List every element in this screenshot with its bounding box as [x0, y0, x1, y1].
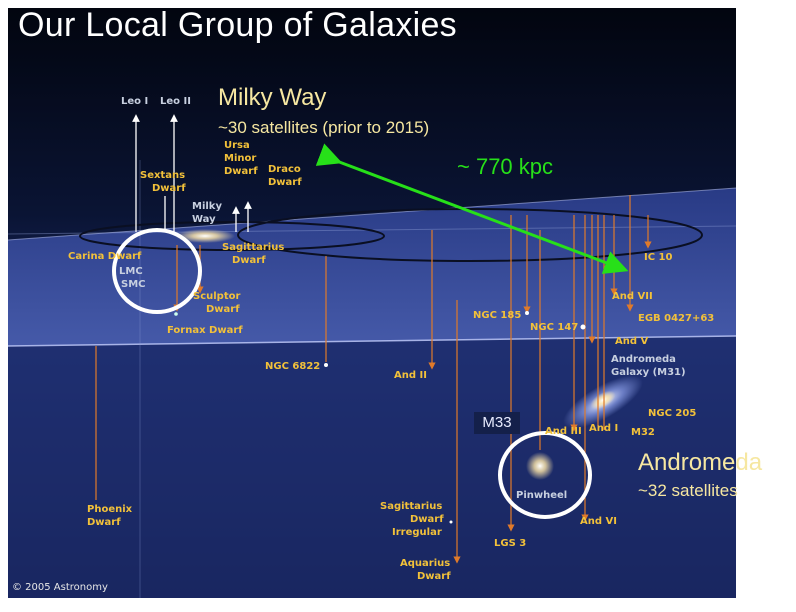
pinwheel-galaxy — [526, 452, 554, 480]
ngc6822-dot — [324, 363, 328, 367]
label-sag-irr-1: Sagittarius — [380, 501, 442, 512]
label-ngc-147: NGC 147 — [530, 322, 578, 333]
label-ursa-minor-3: Dwarf — [224, 166, 258, 177]
label-phoenix-2: Dwarf — [87, 517, 121, 528]
magellanic-highlight-circle — [112, 228, 202, 314]
label-milky-way-2: Way — [192, 214, 216, 225]
andromeda-core — [590, 390, 616, 410]
label-sextans-2: Dwarf — [152, 183, 186, 194]
distance-label: ~ 770 kpc — [457, 154, 554, 179]
label-lgs3: LGS 3 — [494, 538, 526, 549]
lower-plane — [8, 336, 736, 598]
andromeda-heading: Andromeda — [638, 449, 763, 476]
plane-edge — [7, 335, 737, 347]
label-egb: EGB 0427+63 — [638, 313, 714, 324]
ngc185-dot — [525, 311, 529, 315]
label-ngc-6822: NGC 6822 — [265, 361, 320, 372]
label-milky-way-1: Milky — [192, 201, 222, 212]
label-ngc-185: NGC 185 — [473, 310, 521, 321]
milky-way-satellite-note: ~30 satellites (prior to 2015) — [218, 118, 430, 137]
label-and-vi: And VI — [580, 516, 617, 527]
label-draco-1: Draco — [268, 164, 301, 175]
label-and-ii: And II — [394, 370, 427, 381]
andromeda-satellite-note: ~32 satellites — [638, 481, 738, 500]
label-and-vii: And VII — [612, 291, 653, 302]
label-ngc-205: NGC 205 — [648, 408, 696, 419]
milky-way-heading: Milky Way — [218, 84, 327, 111]
ngc147-dot — [580, 324, 586, 330]
label-sagittarius-1: Sagittarius — [222, 242, 284, 253]
label-ursa-minor-1: Ursa — [224, 140, 250, 151]
label-sextans-1: Sextans — [140, 170, 185, 181]
label-aquarius-2: Dwarf — [417, 571, 451, 582]
mw-satellite-arrows — [132, 114, 252, 232]
label-andromeda-1: Andromeda — [611, 354, 676, 365]
label-sagittarius-2: Dwarf — [232, 255, 266, 266]
label-andromeda-2: Galaxy (M31) — [611, 367, 686, 378]
label-draco-2: Dwarf — [268, 177, 302, 188]
sag-irr-dot — [449, 520, 453, 524]
label-leo-i: Leo I — [121, 96, 148, 107]
label-m32: M32 — [631, 427, 655, 438]
label-and-i: And I — [589, 423, 618, 434]
label-sculptor-1: Sculptor — [193, 291, 240, 302]
label-leo-ii: Leo II — [160, 96, 191, 107]
label-ic-10: IC 10 — [644, 252, 672, 263]
label-carina: Carina Dwarf — [68, 251, 142, 262]
label-aquarius-1: Aquarius — [400, 558, 450, 569]
label-and-iii: And III — [545, 426, 582, 437]
label-fornax: Fornax Dwarf — [167, 325, 243, 336]
label-sag-irr-2: Dwarf — [410, 514, 444, 525]
image-credit: © 2005 Astronomy — [12, 582, 108, 593]
label-pinwheel: Pinwheel — [516, 490, 567, 501]
distance-arrow — [315, 143, 629, 274]
label-smc: SMC — [121, 279, 146, 290]
label-sculptor-2: Dwarf — [206, 304, 240, 315]
m33-tag: M33 — [474, 412, 520, 434]
label-phoenix-1: Phoenix — [87, 504, 133, 515]
milky-way-galaxy — [175, 229, 235, 243]
label-and-v: And V — [615, 336, 648, 347]
label-ursa-minor-2: Minor — [224, 153, 256, 164]
fornax-dot — [174, 312, 178, 316]
label-lmc: LMC — [119, 266, 143, 277]
m33-highlight-circle — [498, 431, 592, 519]
slide-title: Our Local Group of Galaxies — [18, 6, 457, 44]
label-sag-irr-3: Irregular — [392, 527, 442, 538]
